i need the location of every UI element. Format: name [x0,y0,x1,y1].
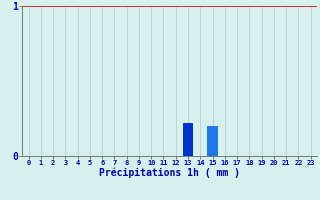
X-axis label: Précipitations 1h ( mm ): Précipitations 1h ( mm ) [99,168,240,178]
Bar [183,123,193,156]
Bar [207,126,218,156]
